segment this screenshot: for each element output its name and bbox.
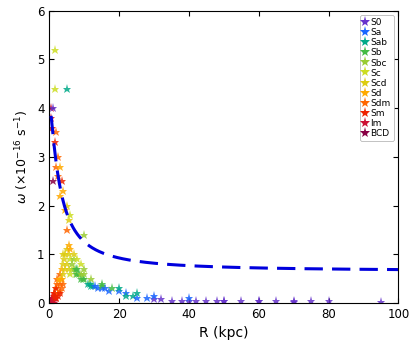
Legend: S0, Sa, Sab, Sb, Sbc, Sc, Scd, Sd, Sdm, Sm, Im, BCD: S0, Sa, Sab, Sb, Sbc, Sc, Scd, Sd, Sdm, … bbox=[360, 15, 394, 141]
Y-axis label: $\omega$ ($\times 10^{-16}$ s$^{-1}$): $\omega$ ($\times 10^{-16}$ s$^{-1}$) bbox=[14, 110, 32, 204]
X-axis label: R (kpc): R (kpc) bbox=[199, 326, 249, 340]
